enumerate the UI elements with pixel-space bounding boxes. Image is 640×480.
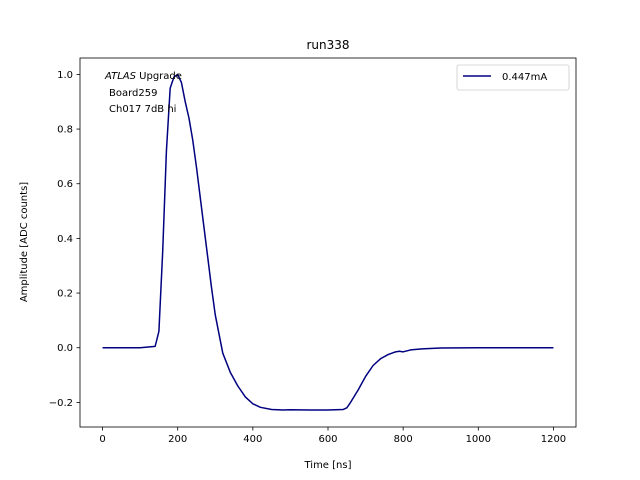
annotation-line-3: Ch017 7dB hi (109, 104, 176, 115)
series-layer (102, 73, 554, 411)
y-axis-label: Amplitude [ADC counts] (19, 182, 30, 302)
legend-box (456, 64, 570, 91)
x-tick-label: 800 (394, 434, 413, 445)
annotation-atlas: ATLAS (104, 71, 137, 82)
y-tick-label: 0.6 (57, 179, 73, 190)
y-tick-label: 0.4 (57, 234, 73, 245)
chart-title: run338 (306, 38, 349, 52)
legend-label: 0.447mA (502, 72, 547, 83)
atlas-annotation: ATLAS Upgrade Board259 Ch017 7dB hi (104, 71, 182, 115)
y-tick-label: 0.2 (57, 289, 73, 300)
annotation-line-2: Board259 (109, 88, 157, 99)
x-tick-label: 400 (243, 434, 262, 445)
x-tick-label: 600 (318, 434, 337, 445)
x-tick-label: 1000 (466, 434, 491, 445)
x-axis: 0 200 400 600 800 1000 1200 (99, 427, 566, 445)
series-line (102, 73, 554, 411)
x-tick-label: 200 (168, 434, 187, 445)
annotation-line-1: ATLAS Upgrade (104, 71, 182, 82)
y-tick-label: 1.0 (57, 70, 73, 81)
annotation-upgrade: Upgrade (136, 71, 182, 82)
y-tick-label: 0.0 (57, 343, 73, 354)
x-tick-label: 0 (99, 434, 105, 445)
y-tick-label: 0.8 (57, 125, 73, 136)
legend: 0.447mA (456, 64, 570, 91)
y-axis: −0.2 0.0 0.2 0.4 0.6 0.8 1.0 (49, 70, 80, 409)
y-tick-label: −0.2 (49, 398, 73, 409)
x-tick-label: 1200 (541, 434, 566, 445)
x-axis-label: Time [ns] (303, 460, 351, 471)
